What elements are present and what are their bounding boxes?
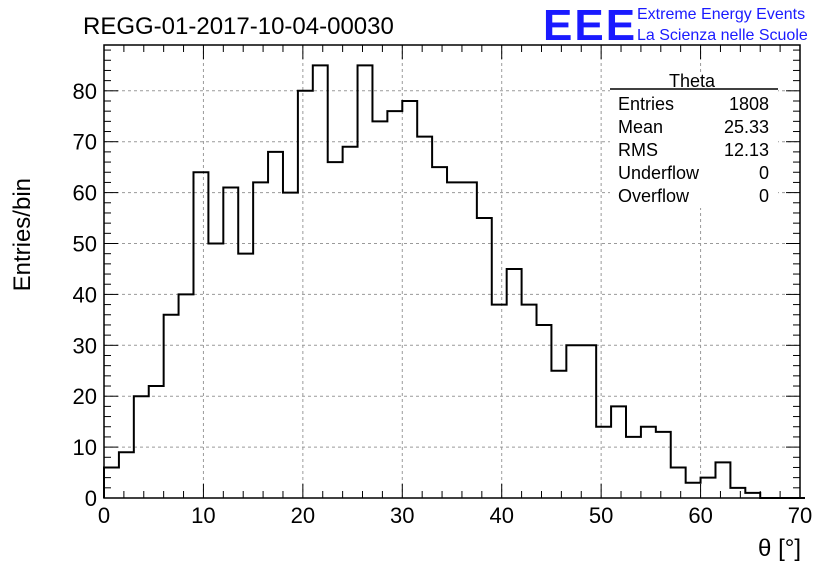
- stats-box-background: [610, 72, 778, 208]
- eee-logo: EEE: [543, 1, 637, 50]
- histogram-bin-26: [492, 305, 507, 498]
- y-tick-label-1: 10: [73, 435, 97, 460]
- histogram-bin-16: [343, 147, 358, 498]
- histogram-bin-37: [656, 432, 671, 498]
- histogram-bin-0: [104, 467, 119, 498]
- histogram-bin-3: [149, 386, 164, 498]
- y-axis-label: Entries/bin: [9, 178, 36, 291]
- histogram-bin-38: [671, 467, 686, 498]
- histogram-bin-8: [223, 188, 238, 498]
- histogram-bin-11: [268, 152, 283, 498]
- histogram-bin-7: [208, 244, 223, 498]
- histogram-bin-42: [730, 488, 745, 498]
- histogram-bin-25: [477, 218, 492, 498]
- x-tick-label-0: 0: [98, 503, 110, 528]
- histogram-bin-35: [626, 437, 641, 498]
- stats-value-overflow: 0: [759, 186, 769, 206]
- histogram-bin-9: [238, 254, 253, 498]
- org-line-1: Extreme Energy Events: [637, 6, 805, 23]
- histogram-bin-28: [522, 305, 537, 498]
- stats-label-rms: RMS: [618, 140, 658, 160]
- histogram-bin-17: [358, 65, 373, 498]
- histogram-bin-41: [715, 462, 730, 498]
- histogram-bin-27: [507, 269, 522, 498]
- stats-label-entries: Entries: [618, 94, 674, 114]
- x-tick-label-6: 60: [688, 503, 712, 528]
- run-title: REGG-01-2017-10-04-00030: [83, 13, 394, 40]
- y-tick-label-4: 40: [73, 282, 97, 307]
- histogram-bin-14: [313, 65, 328, 498]
- histogram-bin-15: [328, 162, 343, 498]
- y-tick-label-2: 20: [73, 384, 97, 409]
- x-tick-label-3: 30: [390, 503, 414, 528]
- stats-box-title: Theta: [669, 71, 716, 91]
- y-tick-labels: 0 10 20 30 40 50 60 70 80: [73, 79, 97, 511]
- y-tick-label-3: 30: [73, 333, 97, 358]
- stats-label-underflow: Underflow: [618, 163, 700, 183]
- y-tick-label-8: 80: [73, 79, 97, 104]
- y-tick-label-6: 60: [73, 181, 97, 206]
- histogram-bin-23: [447, 182, 462, 498]
- histogram-bin-19: [387, 111, 402, 498]
- y-tick-label-0: 0: [85, 486, 97, 511]
- stats-value-underflow: 0: [759, 163, 769, 183]
- histogram-bin-5: [179, 294, 194, 498]
- histogram-bin-33: [596, 427, 611, 498]
- histogram-bin-31: [566, 345, 581, 498]
- histogram-bin-2: [134, 396, 149, 498]
- x-tick-label-4: 40: [489, 503, 513, 528]
- y-tick-label-5: 50: [73, 232, 97, 257]
- stats-value-rms: 12.13: [724, 140, 769, 160]
- axis-ticks: [103, 45, 801, 499]
- histogram-bin-32: [581, 345, 596, 498]
- histogram-bin-30: [551, 371, 566, 498]
- x-tick-label-1: 10: [191, 503, 215, 528]
- histogram-bin-34: [611, 406, 626, 498]
- org-line-2: La Scienza nelle Scuole: [637, 27, 808, 44]
- histogram-bin-21: [417, 137, 432, 498]
- histogram-bin-10: [253, 182, 268, 498]
- x-tick-label-2: 20: [291, 503, 315, 528]
- histogram-bin-4: [164, 315, 179, 498]
- x-tick-label-7: 70: [788, 503, 812, 528]
- histogram-bin-18: [372, 121, 387, 498]
- x-axis-label: θ [°]: [758, 535, 801, 562]
- histogram-bin-29: [537, 325, 552, 498]
- histogram-bin-12: [283, 193, 298, 498]
- stats-rows: Entries 1808 Mean 25.33 RMS 12.13 Underflow 0 Ov…: [618, 94, 769, 206]
- histogram-outline: [103, 64, 805, 499]
- x-tick-labels: 0 10 20 30 40 50 60 70: [98, 503, 812, 528]
- histogram-bin-1: [119, 452, 134, 498]
- histogram-bin-24: [462, 182, 477, 498]
- histogram-bin-6: [193, 172, 208, 498]
- stats-label-overflow: Overflow: [618, 186, 690, 206]
- y-tick-label-7: 70: [73, 130, 97, 155]
- histogram-bin-39: [686, 483, 701, 498]
- histogram-bin-13: [298, 91, 313, 498]
- histogram-bin-36: [641, 427, 656, 498]
- histogram-bin-22: [432, 167, 447, 498]
- stats-label-mean: Mean: [618, 117, 663, 137]
- plot-frame: [103, 44, 801, 499]
- histogram-bin-40: [701, 478, 716, 498]
- stats-box: Theta Entries 1808 Mean 25.33 RMS 12.13 Underf…: [610, 71, 778, 208]
- histogram-bin-20: [402, 101, 417, 498]
- stats-value-entries: 1808: [729, 94, 769, 114]
- stats-value-mean: 25.33: [724, 117, 769, 137]
- x-tick-label-5: 50: [589, 503, 613, 528]
